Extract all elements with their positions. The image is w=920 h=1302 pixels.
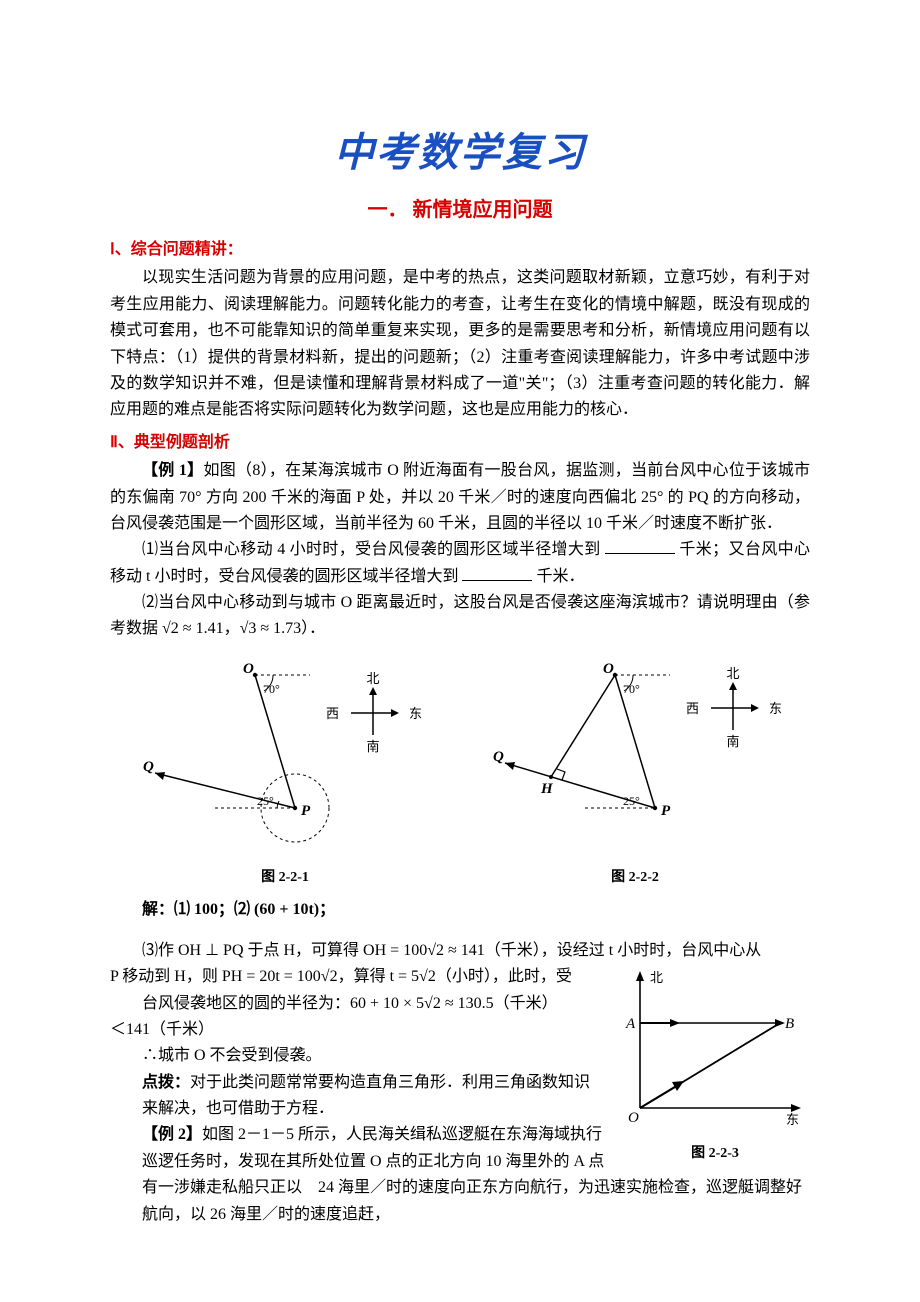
blank-field[interactable]: [462, 564, 532, 581]
figures-row-1: 北 东 南 西 O 70° P: [110, 653, 810, 889]
figure-2-2-2-svg: 北 东 南 西 O 70° P 25°: [485, 653, 785, 853]
figure3-caption: 图 2-2-3: [620, 1142, 810, 1165]
svg-text:O: O: [243, 661, 254, 677]
svg-text:北: 北: [726, 666, 739, 681]
tip-label: 点拨：: [142, 1074, 190, 1091]
figure-2-2-2: 北 东 南 西 O 70° P 25°: [485, 653, 785, 889]
solution1-line2a: ⑶作 OH ⊥ PQ 于点 H，可算得 OH = 100√2 ≈ 141（千米）…: [110, 938, 810, 964]
svg-text:O: O: [628, 1110, 639, 1126]
section1-paragraph: 以现实生活问题为背景的应用问题，是中考的热点，这类问题取材新颖，立意巧妙，有利于…: [110, 265, 810, 423]
svg-text:Q: Q: [493, 749, 504, 765]
figure-2-2-3-svg: 北 东 O A B: [620, 968, 810, 1128]
section2-header: Ⅱ、典型例题剖析: [110, 430, 810, 456]
example1-q1-tail: 千米．: [536, 568, 584, 585]
figure-2-2-1-svg: 北 东 南 西 O 70° P: [135, 653, 435, 853]
section1-header: Ⅰ、综合问题精讲：: [110, 237, 810, 263]
svg-text:O: O: [603, 661, 614, 677]
svg-text:H: H: [540, 781, 554, 797]
example1-q2: ⑵当台风中心移动到与城市 O 距离最近时，这股台风是否侵袭这座海滨城市？请说明理…: [110, 590, 810, 643]
figure2-caption: 图 2-2-2: [485, 866, 785, 889]
blank-field[interactable]: [605, 537, 675, 554]
page-title: 中考数学复习: [110, 120, 810, 186]
svg-text:P: P: [301, 803, 311, 819]
svg-text:东: 东: [769, 701, 782, 716]
solution1-line1: 解：⑴ 100；⑵ (60 + 10t)；: [142, 901, 335, 918]
solution1: 解：⑴ 100；⑵ (60 + 10t)； ⑶作 OH ⊥ PQ 于点 H，可算…: [110, 897, 810, 1228]
example1-q1-before: ⑴当台风中心移动 4 小时时，受台风侵袭的圆形区域半径增大到: [142, 541, 601, 558]
svg-text:北: 北: [366, 671, 379, 686]
example1-para1: 【例 1】如图（8），在某海滨城市 O 附近海面有一股台风，据监测，当前台风中心…: [110, 458, 810, 537]
svg-text:西: 西: [686, 701, 699, 716]
svg-text:A: A: [625, 1016, 636, 1032]
svg-text:西: 西: [326, 706, 339, 721]
example1-q1: ⑴当台风中心移动 4 小时时，受台风侵袭的圆形区域半径增大到 千米；又台风中心移…: [110, 537, 810, 590]
svg-text:南: 南: [366, 739, 379, 754]
figure-2-2-3: 北 东 O A B 图 2-2-3: [620, 968, 810, 1164]
svg-text:东: 东: [786, 1112, 799, 1127]
svg-text:Q: Q: [143, 759, 154, 775]
example2-label: 【例 2】: [142, 1126, 202, 1143]
svg-text:东: 东: [409, 706, 422, 721]
example1-text1: 如图（8），在某海滨城市 O 附近海面有一股台风，据监测，当前台风中心位于该城市…: [110, 462, 810, 532]
example1-label: 【例 1】: [142, 462, 203, 479]
figure1-caption: 图 2-2-1: [135, 866, 435, 889]
svg-text:B: B: [785, 1016, 794, 1032]
figure-2-2-1: 北 东 南 西 O 70° P: [135, 653, 435, 889]
svg-text:南: 南: [726, 734, 739, 749]
page-subtitle: 一． 新情境应用问题: [110, 194, 810, 227]
svg-text:P: P: [661, 803, 671, 819]
tip-text: 对于此类问题常常要构造直角三角形．利用三角函数知识来解决，也可借助于方程．: [142, 1074, 590, 1117]
svg-text:北: 北: [650, 970, 663, 985]
